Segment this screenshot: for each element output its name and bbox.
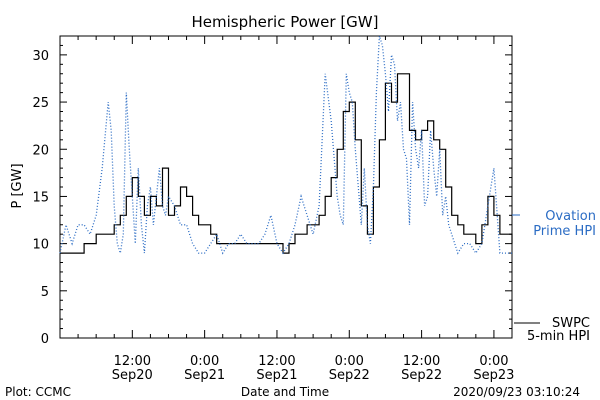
y-axis-label: P [GW] [10, 163, 25, 208]
y-tick-label: 10 [32, 238, 49, 253]
x-tick-time-label: 0:00 [335, 354, 364, 369]
x-tick-date-label: Sep22 [329, 368, 370, 383]
y-tick-label: 5 [41, 285, 49, 300]
series-layer [59, 35, 513, 255]
x-tick-time-label: 0:00 [190, 354, 219, 369]
x-axis-ticks: 12:00Sep200:00Sep2112:00Sep210:00Sep2212… [59, 36, 514, 383]
x-tick-time-label: 12:00 [258, 354, 295, 369]
x-tick-time-label: 12:00 [403, 354, 440, 369]
series-line-ovation [59, 35, 512, 255]
x-tick-time-label: 0:00 [479, 354, 508, 369]
legend-swpc-line1: SWPC [552, 316, 590, 331]
y-axis-ticks: 0 5 10 15 20 25 30 [32, 35, 512, 347]
footer-plot-credit: Plot: CCMC [5, 385, 71, 399]
chart-title: Hemispheric Power [GW] [192, 13, 379, 31]
x-tick-time-label: 12:00 [114, 354, 151, 369]
x-tick-date-label: Sep21 [256, 368, 297, 383]
x-axis-label: Date and Time [241, 385, 329, 399]
plot-frame [59, 35, 513, 339]
legend-swpc-line2: 5-min HPI [527, 329, 590, 344]
y-tick-label: 30 [32, 49, 49, 64]
x-tick-date-label: Sep21 [184, 368, 225, 383]
legend-ovation-line1: Ovation [545, 209, 596, 224]
legend-ovation-line2: Prime HPI [533, 224, 596, 239]
y-tick-label: 15 [32, 190, 49, 205]
x-tick-date-label: Sep22 [401, 368, 442, 383]
footer-timestamp: 2020/09/23 03:10:24 [453, 385, 580, 399]
y-tick-label: 20 [32, 143, 49, 158]
x-tick-date-label: Sep20 [112, 368, 153, 383]
y-tick-label: 25 [32, 96, 49, 111]
series-line-swpc [60, 73, 513, 254]
x-tick-date-label: Sep23 [473, 368, 514, 383]
y-tick-label: 0 [41, 332, 49, 347]
